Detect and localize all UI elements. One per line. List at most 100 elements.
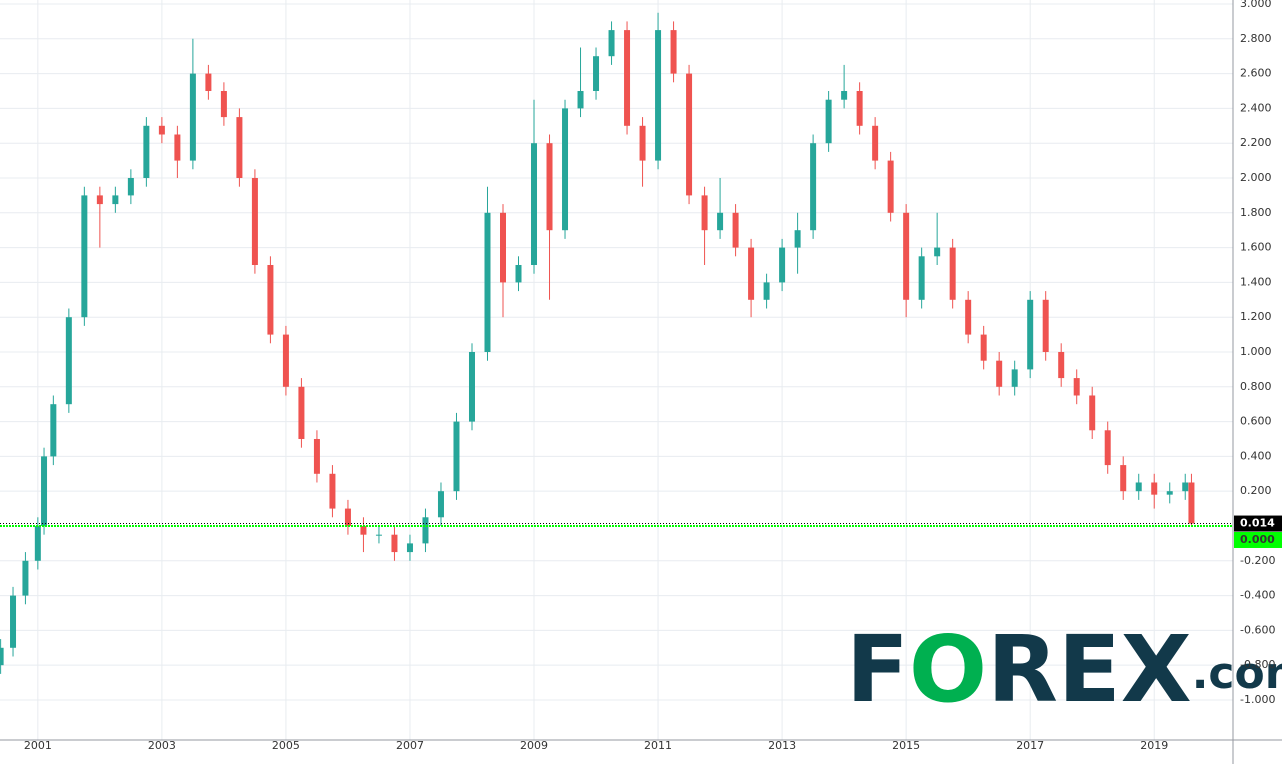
candle-body (422, 517, 429, 544)
x-tick-label: 2003 (148, 739, 176, 752)
x-tick-label: 2015 (892, 739, 920, 752)
y-tick-label: 2.200 (1240, 136, 1272, 149)
candle-body (10, 595, 17, 648)
candle-body (562, 108, 569, 231)
candle-body (236, 117, 243, 178)
candle-body (65, 317, 72, 405)
reference-label-box (1234, 531, 1282, 548)
candle-body (437, 491, 444, 518)
y-tick-label: 0.600 (1240, 415, 1272, 428)
candle-body (360, 525, 367, 535)
candle-body (686, 73, 693, 196)
x-tick-label: 2001 (24, 739, 52, 752)
candle-body (143, 125, 150, 178)
candle-body (949, 247, 956, 300)
candle-body (717, 212, 724, 231)
y-tick-label: 0.800 (1240, 380, 1272, 393)
candle-body (406, 543, 413, 553)
candle-body (174, 134, 181, 161)
logo-part: .com (1192, 648, 1282, 699)
candle-body (1042, 299, 1049, 352)
candle-body (313, 438, 320, 474)
candle-body (748, 247, 755, 300)
x-tick-label: 2011 (644, 739, 672, 752)
candle-body (1089, 395, 1096, 431)
y-tick-label: -1.000 (1240, 693, 1275, 706)
candle-body (531, 143, 538, 265)
candle-body (282, 334, 289, 387)
candle-body (344, 508, 351, 526)
candle-body (608, 30, 615, 57)
candle-body (1151, 482, 1158, 495)
candle-body (887, 160, 894, 213)
candle-body (701, 195, 708, 231)
x-tick-label: 2017 (1016, 739, 1044, 752)
candle-body (22, 560, 29, 596)
candle-body (1011, 369, 1018, 387)
candle-body (934, 247, 941, 257)
candle-body (0, 647, 4, 666)
candle-body (593, 56, 600, 91)
last-price-label: 0.014 (1240, 517, 1275, 530)
candle-body (1104, 430, 1111, 466)
candle-body (841, 90, 848, 100)
labels: 3.000 2.800 2.600 2.400 2.200 2.000 1.800 1.600… (24, 0, 1282, 752)
y-tick-label: 2.000 (1240, 171, 1272, 184)
candle-body (1073, 378, 1080, 396)
logo-part: O (909, 616, 987, 723)
candle-body (577, 90, 584, 109)
candle-body (810, 143, 817, 231)
y-tick-label: 1.800 (1240, 206, 1272, 219)
candle-body (41, 456, 48, 526)
candle-body (918, 256, 925, 300)
y-tick-label: -0.400 (1240, 589, 1275, 602)
y-tick-label: -0.600 (1240, 623, 1275, 636)
candle-body (1058, 351, 1065, 379)
y-tick-label: 0.200 (1240, 484, 1272, 497)
candle-body (1120, 465, 1127, 492)
candle-body (1166, 491, 1173, 495)
candle-body (794, 230, 801, 248)
candle-body (96, 195, 103, 205)
candle-body (220, 90, 227, 118)
y-tick-label: 1.000 (1240, 345, 1272, 358)
x-tick-label: 2009 (520, 739, 548, 752)
candle-body (965, 299, 972, 335)
y-tick-label: -0.200 (1240, 554, 1275, 567)
x-tick-label: 2007 (396, 739, 424, 752)
reference-label: 0.000 (1240, 533, 1275, 546)
grid (0, 0, 1233, 740)
candle-body (298, 386, 305, 439)
candle-body (484, 212, 491, 352)
candle-body (872, 125, 879, 161)
y-tick-label: 2.400 (1240, 101, 1272, 114)
candle-body (1188, 482, 1195, 524)
candle-body (546, 143, 553, 231)
logo: FOREX.com (846, 616, 1282, 723)
candle-body (468, 351, 475, 422)
candle-body (670, 30, 677, 74)
logo-part: F (846, 616, 909, 723)
candle-body (856, 90, 863, 126)
candle-body (50, 404, 57, 457)
candle-body (127, 177, 134, 196)
candle-body (980, 334, 987, 361)
y-tick-label: 2.800 (1240, 32, 1272, 45)
logo-text: FOREX.com (846, 616, 1282, 723)
candle-body (515, 264, 522, 283)
candle-body (763, 282, 770, 300)
x-tick-label: 2013 (768, 739, 796, 752)
y-tick-label: 2.600 (1240, 67, 1272, 80)
candle-body (267, 264, 274, 335)
candle-body (499, 212, 506, 283)
candle-body (996, 360, 1003, 387)
candle-body (825, 99, 832, 144)
candle-body (903, 212, 910, 300)
y-tick-label: 1.600 (1240, 241, 1272, 254)
candles (0, 12, 1233, 674)
candle-body (1027, 299, 1034, 370)
candle-body (453, 421, 460, 492)
y-tick-label: 0.400 (1240, 449, 1272, 462)
x-tick-label: 2005 (272, 739, 300, 752)
